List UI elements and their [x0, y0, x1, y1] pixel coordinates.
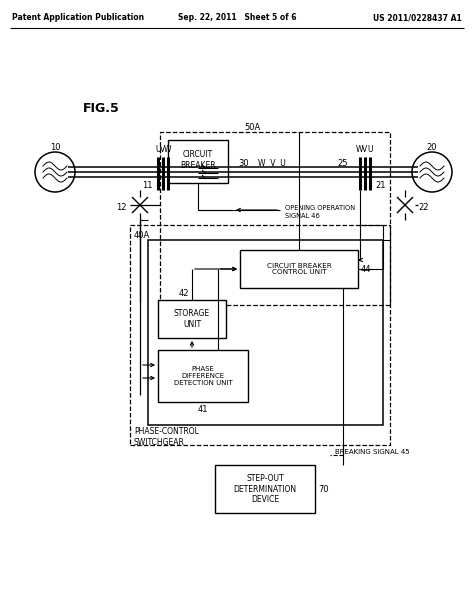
Text: 70: 70 — [318, 485, 328, 494]
Text: 10: 10 — [50, 142, 60, 152]
Text: U: U — [155, 145, 161, 155]
Text: STEP-OUT
DETERMINATION
DEVICE: STEP-OUT DETERMINATION DEVICE — [233, 474, 297, 504]
Text: US 2011/0228437 A1: US 2011/0228437 A1 — [373, 13, 462, 23]
Text: 42: 42 — [179, 290, 189, 299]
Bar — [215, 465, 315, 513]
Text: 30: 30 — [238, 158, 249, 167]
Text: W: W — [164, 145, 172, 155]
Text: 40A: 40A — [134, 230, 150, 240]
Text: 22: 22 — [418, 203, 428, 213]
Text: Patent Application Publication: Patent Application Publication — [12, 13, 144, 23]
Text: BREAKING SIGNAL 45: BREAKING SIGNAL 45 — [335, 449, 410, 455]
Text: V: V — [160, 145, 165, 155]
Bar — [168, 140, 228, 183]
Text: 25: 25 — [337, 158, 348, 167]
Text: CIRCUIT BREAKER
CONTROL UNIT: CIRCUIT BREAKER CONTROL UNIT — [266, 263, 331, 276]
Text: U: U — [367, 145, 373, 155]
Text: 44: 44 — [361, 265, 372, 274]
Bar — [158, 350, 248, 402]
Text: 50A: 50A — [245, 122, 261, 131]
Text: STORAGE
UNIT: STORAGE UNIT — [174, 309, 210, 329]
Text: 12: 12 — [117, 203, 127, 213]
Text: W: W — [356, 145, 364, 155]
Bar — [160, 132, 390, 305]
Text: 20: 20 — [427, 142, 437, 152]
Bar — [240, 250, 358, 288]
Text: W  V  U: W V U — [258, 158, 286, 167]
Bar — [130, 225, 390, 445]
Text: 21: 21 — [375, 180, 385, 189]
Text: CIRCUIT
BREAKER: CIRCUIT BREAKER — [180, 150, 216, 170]
Text: Sep. 22, 2011   Sheet 5 of 6: Sep. 22, 2011 Sheet 5 of 6 — [178, 13, 296, 23]
Text: PHASE
DIFFERENCE
DETECTION UNIT: PHASE DIFFERENCE DETECTION UNIT — [173, 366, 232, 386]
Text: V: V — [363, 145, 368, 155]
Bar — [148, 240, 383, 425]
Text: FIG.5: FIG.5 — [83, 101, 120, 114]
Text: PHASE-CONTROL
SWITCHGEAR: PHASE-CONTROL SWITCHGEAR — [134, 427, 199, 447]
Text: OPENING OPERATION
SIGNAL 46: OPENING OPERATION SIGNAL 46 — [285, 205, 355, 219]
Bar — [158, 300, 226, 338]
Text: 41: 41 — [198, 406, 208, 414]
Text: 11: 11 — [143, 180, 153, 189]
